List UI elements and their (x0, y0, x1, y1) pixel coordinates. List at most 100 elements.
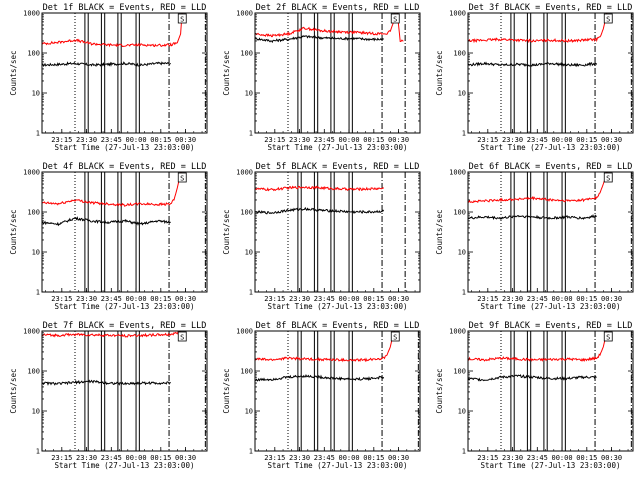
saa-marker-label: S (606, 334, 610, 342)
y-tick-label: 10 (32, 249, 40, 257)
series-events-line (255, 206, 385, 215)
x-tick-label: 00:15 (150, 454, 171, 462)
x-axis-label: Start Time (27-Jul-13 23:03:00) (268, 461, 408, 470)
series-events-line (468, 374, 597, 382)
axes-frame (41, 171, 208, 293)
y-axis-label: Counts/sec (9, 209, 18, 254)
x-tick-label: 00:30 (175, 454, 196, 462)
y-axis-label: Counts/sec (222, 209, 231, 254)
x-tick-label: 00:00 (552, 136, 573, 144)
x-tick-label: 23:30 (289, 454, 310, 462)
y-tick-label: 1 (36, 448, 40, 456)
saa-marker-box (390, 331, 400, 342)
panel-det-9: Det 9f BLACK = Events, RED = LLD S 1 10 100 1… (435, 321, 634, 470)
x-tick-label: 00:30 (175, 136, 196, 144)
series-lld-line (468, 172, 608, 204)
series-lld-line (255, 185, 385, 192)
x-tick-label: 00:15 (150, 136, 171, 144)
saa-marker-label: S (180, 334, 184, 342)
saa-marker-box (603, 172, 613, 183)
x-tick-label: 23:15 (51, 136, 72, 144)
y-tick-label: 10 (245, 90, 253, 98)
y-tick-label: 1 (462, 289, 466, 297)
y-tick-label: 100 (240, 368, 253, 376)
panel-det-2: Det 2f BLACK = Events, RED = LLD S 1 10 100 1… (222, 3, 421, 152)
panel-det-4: Det 4f BLACK = Events, RED = LLD S 1 10 100 1… (9, 162, 208, 311)
y-tick-label: 10 (458, 408, 466, 416)
panel-det-7: Det 7f BLACK = Events, RED = LLD S 1 10 100 1… (9, 321, 208, 470)
y-axis-label: Counts/sec (222, 50, 231, 95)
y-tick-label: 100 (453, 50, 466, 58)
axes-frame (254, 12, 421, 134)
series-lld-line (255, 13, 404, 43)
x-axis-label: Start Time (27-Jul-13 23:03:00) (481, 461, 621, 470)
y-tick-label: 10 (245, 249, 253, 257)
x-tick-label: 00:30 (175, 295, 196, 303)
series-events-line (468, 61, 598, 68)
plot-area (42, 13, 206, 133)
series-lld-line (255, 331, 396, 363)
plot-area (255, 172, 406, 292)
y-tick-label: 1 (249, 130, 253, 138)
panel-title: Det 2f BLACK = Events, RED = LLD (256, 3, 420, 13)
x-tick-label: 23:45 (101, 454, 122, 462)
series-lld-line (42, 13, 183, 48)
x-tick-label: 00:15 (576, 454, 597, 462)
y-tick-label: 1000 (23, 169, 40, 177)
y-tick-label: 1000 (236, 328, 253, 336)
series-events-line (255, 374, 385, 382)
y-tick-label: 1000 (449, 169, 466, 177)
saa-marker-label: S (180, 175, 184, 183)
x-tick-label: 00:00 (339, 136, 360, 144)
axes-frame (254, 171, 421, 293)
x-tick-label: 00:00 (126, 295, 147, 303)
x-tick-label: 23:45 (527, 295, 548, 303)
x-tick-label: 00:30 (601, 136, 622, 144)
saa-marker-label: S (393, 334, 397, 342)
x-tick-label: 23:45 (314, 454, 335, 462)
x-axis-label: Start Time (27-Jul-13 23:03:00) (268, 143, 408, 152)
axes-frame (467, 171, 634, 293)
x-tick-label: 23:30 (502, 454, 523, 462)
y-axis-label: Counts/sec (435, 50, 444, 95)
x-tick-label: 23:30 (76, 136, 97, 144)
saa-marker-box (390, 13, 400, 24)
plot-area (468, 172, 632, 292)
x-tick-label: 23:30 (289, 295, 310, 303)
axes-frame (41, 12, 208, 134)
plot-area (468, 13, 632, 133)
panel-title: Det 8f BLACK = Events, RED = LLD (256, 321, 420, 331)
x-tick-label: 23:30 (502, 136, 523, 144)
panel-title: Det 4f BLACK = Events, RED = LLD (43, 162, 207, 172)
x-tick-label: 23:15 (51, 454, 72, 462)
saa-marker-label: S (606, 175, 610, 183)
y-tick-label: 1 (249, 448, 253, 456)
x-tick-label: 00:30 (601, 454, 622, 462)
y-tick-label: 100 (240, 209, 253, 217)
y-tick-label: 100 (27, 209, 40, 217)
x-tick-label: 00:00 (339, 454, 360, 462)
series-events-line (255, 34, 384, 44)
y-axis-label: Counts/sec (435, 209, 444, 254)
y-tick-label: 100 (453, 209, 466, 217)
x-tick-label: 23:15 (51, 295, 72, 303)
panel-title: Det 6f BLACK = Events, RED = LLD (469, 162, 633, 172)
y-axis-label: Counts/sec (9, 50, 18, 95)
x-tick-label: 23:30 (289, 136, 310, 144)
x-tick-label: 00:00 (126, 136, 147, 144)
panel-det-6: Det 6f BLACK = Events, RED = LLD S 1 10 100 1… (435, 162, 634, 311)
x-tick-label: 23:15 (477, 136, 498, 144)
x-axis-label: Start Time (27-Jul-13 23:03:00) (55, 302, 195, 311)
y-axis-label: Counts/sec (222, 368, 231, 413)
saa-marker-box (603, 331, 613, 342)
series-events-line (42, 379, 171, 386)
x-axis-label: Start Time (27-Jul-13 23:03:00) (55, 461, 195, 470)
x-tick-label: 23:45 (101, 295, 122, 303)
x-axis-label: Start Time (27-Jul-13 23:03:00) (481, 143, 621, 152)
panel-det-1: Det 1f BLACK = Events, RED = LLD S 1 10 100 1… (9, 3, 208, 152)
series-lld-line (42, 331, 182, 338)
y-tick-label: 100 (453, 368, 466, 376)
y-tick-label: 10 (458, 249, 466, 257)
x-tick-label: 00:30 (388, 454, 409, 462)
y-tick-label: 100 (240, 50, 253, 58)
